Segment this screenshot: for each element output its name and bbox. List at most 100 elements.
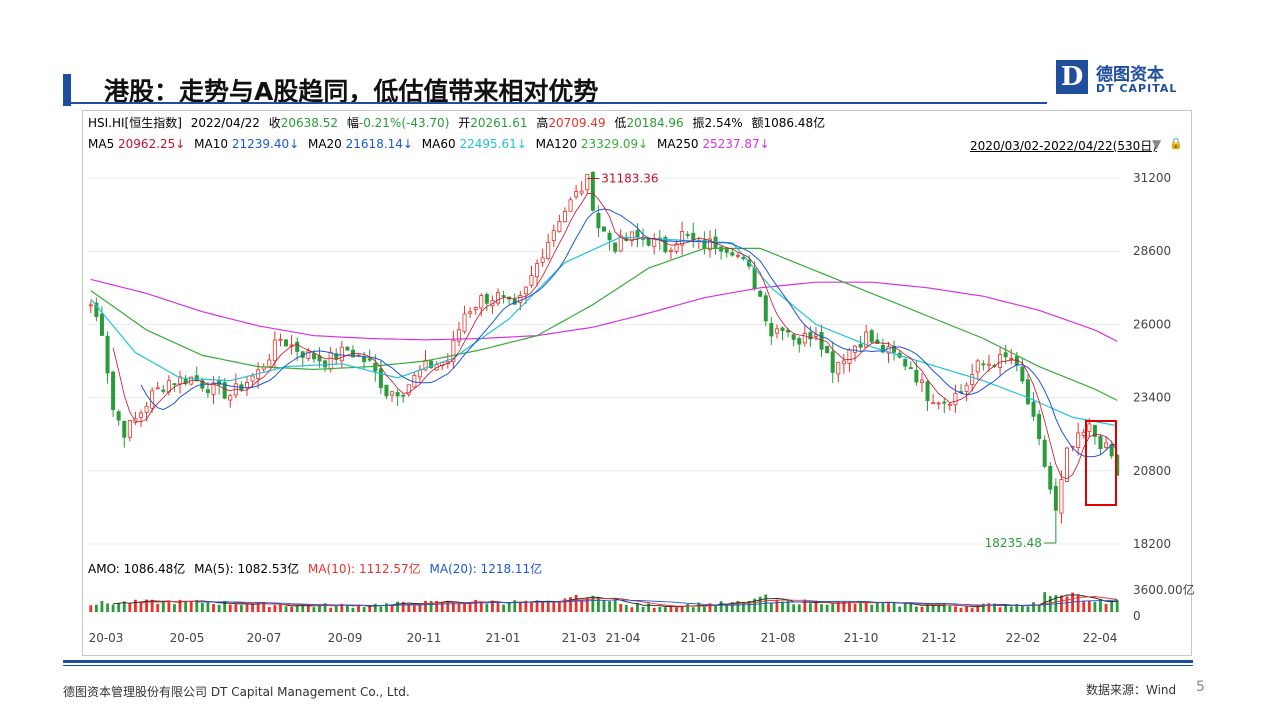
volume-bar (117, 602, 121, 612)
candle-body (138, 412, 143, 418)
candle-body (858, 343, 863, 348)
y-tick-label: 28600 (1133, 244, 1171, 258)
volume-bar (435, 600, 439, 612)
volume-bar (753, 598, 757, 612)
volume-bar (134, 599, 137, 612)
volume-bar (267, 607, 271, 612)
candle-body (986, 363, 991, 366)
volume-bar (485, 603, 489, 612)
candle-body (886, 346, 891, 354)
candle-body (903, 359, 908, 367)
volume-bar (312, 607, 316, 612)
volume-bar (340, 603, 344, 612)
volume-bar (217, 604, 221, 612)
volume-bar (94, 604, 98, 612)
candle-body (1025, 379, 1030, 405)
candle-body (339, 346, 344, 362)
volume-bar (1115, 599, 1119, 612)
candle-body (735, 254, 740, 257)
candle-body (367, 358, 372, 361)
logo-cn-text: 德图资本 (1096, 65, 1164, 85)
volume-bar (1076, 594, 1080, 612)
volume-bar (993, 603, 996, 612)
low-annotation: 18235.48 (985, 536, 1042, 550)
volume-bar (887, 601, 890, 612)
candle-body (596, 212, 601, 229)
candle-body (1003, 352, 1008, 358)
candle-body (523, 286, 528, 295)
candle-body (496, 292, 501, 304)
candle-body (663, 237, 668, 253)
volume-bar (546, 601, 550, 612)
volume-bar (1087, 600, 1091, 612)
candle-body (1042, 439, 1047, 467)
candle-body (105, 335, 110, 374)
volume-bar (1037, 605, 1041, 612)
volume-bar (318, 604, 321, 612)
candle-body (417, 369, 422, 378)
candle-body (568, 199, 573, 212)
volume-bar (496, 602, 500, 612)
volume-bar (440, 603, 444, 612)
volume-bar (652, 607, 656, 612)
volume-bar (167, 600, 171, 612)
volume-bar (262, 601, 266, 612)
volume-bar (200, 603, 204, 612)
volume-bar (1099, 599, 1102, 612)
candle-body (808, 332, 813, 340)
candle-body (931, 402, 936, 405)
volume-bar (128, 603, 132, 612)
volume-bar (675, 607, 678, 612)
volume-bar (223, 600, 227, 612)
volume-bar (792, 604, 796, 612)
candle-body (1020, 366, 1025, 382)
candle-body (981, 363, 986, 366)
candle-body (451, 339, 456, 363)
candle-body (1009, 357, 1014, 360)
volume-bar (457, 603, 461, 612)
lock-icon[interactable]: 🔒 (1169, 137, 1183, 150)
volume-bar (669, 605, 673, 612)
volume-bar (591, 595, 595, 612)
candle-body (272, 339, 277, 362)
volume-bar (859, 601, 863, 612)
volume-bar (608, 601, 611, 612)
volume-bar (630, 607, 634, 612)
volume-bar (279, 604, 282, 612)
candle-body (535, 263, 540, 278)
volume-bar (758, 596, 762, 612)
candle-body (546, 242, 551, 260)
quote-high: 高20709.49 (536, 116, 606, 130)
volume-bar (641, 607, 645, 612)
date-range-selector[interactable]: 2020/03/02-2022/04/22(530日) (970, 139, 1157, 153)
page-number: 5 (1196, 679, 1205, 695)
volume-bar (814, 600, 818, 612)
volume-bar (619, 604, 623, 612)
volume-bar (730, 602, 734, 612)
quote-amount: 额1086.48亿 (751, 116, 826, 130)
candle-body (629, 231, 634, 241)
quote-info-row: HSI.HI[恒生指数] 2022/04/22 收20638.52 幅-0.21… (88, 114, 830, 131)
volume-bar (385, 603, 388, 612)
volume-bar (552, 601, 556, 612)
candle-body (1098, 436, 1103, 450)
candle-body (244, 382, 249, 388)
candle-body (964, 384, 969, 392)
y-tick-label: 20800 (1133, 464, 1171, 478)
volume-bar (111, 604, 115, 612)
chevron-down-icon[interactable]: ▼ (1152, 137, 1162, 151)
volume-bar (981, 603, 985, 612)
footer-rule-thin (63, 665, 1193, 666)
volume-bar (563, 598, 567, 612)
volume-ma20-line (196, 599, 1118, 607)
volume-bar (691, 607, 695, 612)
candle-body (635, 230, 640, 238)
volume-bar (122, 601, 126, 612)
volume-bar (942, 603, 946, 612)
candle-body (607, 232, 612, 241)
candle-body (116, 411, 121, 421)
candle-body (825, 345, 830, 354)
ma10-line (140, 208, 1118, 458)
slide-title: 港股：走势与A股趋同，低估值带来相对优势 (104, 77, 599, 106)
volume-bar (597, 597, 600, 612)
